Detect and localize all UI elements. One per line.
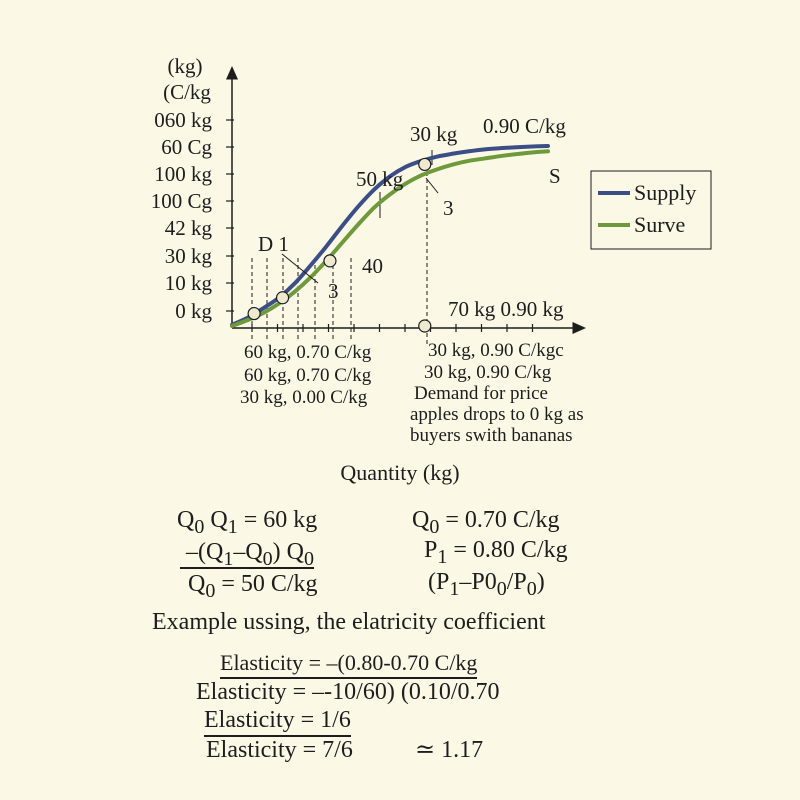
legend: Supply Surve xyxy=(590,170,712,250)
elasticity-line-1: Elasticity = –(0.80-0.70 C/kg xyxy=(220,650,478,679)
legend-label-supply: Supply xyxy=(634,180,696,205)
data-point xyxy=(323,254,337,268)
note-left-2: 60 kg, 0.70 C/kg xyxy=(244,365,372,386)
label-3-leader-line xyxy=(425,177,439,194)
label-S: S xyxy=(549,164,561,188)
label-3-lower: 3 xyxy=(328,279,339,303)
chart-figure: (kg) (C/kg 060 kg 60 Cg 100 kg 100 Cg 42 kg 3… xyxy=(151,54,712,446)
label-40: 40 xyxy=(362,254,383,278)
data-point xyxy=(418,319,432,333)
D1-leader-line xyxy=(281,253,319,284)
note-right-1: 30 kg, 0.90 C/kgc xyxy=(428,340,564,361)
elasticity-line-4: Elasticity = 7/6 xyxy=(206,737,353,763)
data-point xyxy=(247,306,261,321)
elasticity-line-2: Elasticity = –-10/60) (0.10/0.70 xyxy=(196,679,500,705)
note-left-3: 30 kg, 0.00 C/kg xyxy=(240,387,368,408)
data-point xyxy=(418,157,432,172)
y-tick-label: 42 kg xyxy=(165,216,213,240)
label-50kg: 50 kg xyxy=(356,167,404,191)
y-tick-label: 10 kg xyxy=(165,271,213,295)
note-right-4: apples drops to 0 kg as xyxy=(410,404,584,425)
data-point xyxy=(275,291,290,305)
y-tick-label: 60 Cg xyxy=(161,135,212,159)
note-right-3: Demand for price xyxy=(414,383,548,404)
y-tick-label: 100 Cg xyxy=(151,189,213,213)
y-tick-label: 0 kg xyxy=(175,299,212,323)
y-axis-title-line1: (kg) xyxy=(168,54,203,78)
formula-right-1: Q0 = 0.70 C/kg xyxy=(412,507,560,538)
y-tick-label: 30 kg xyxy=(165,244,213,268)
elasticity-approx: ≃ 1.17 xyxy=(415,737,484,763)
formula-right-2: P1 = 0.80 C/kg xyxy=(424,537,568,568)
formula-left-3: Q0 = 50 C/kg xyxy=(188,571,318,602)
label-090-top: 0.90 C/kg xyxy=(483,114,566,138)
formula-heading: Example ussing, the elatricity coefficie… xyxy=(152,609,546,635)
label-3-upper: 3 xyxy=(443,196,454,220)
formula-left-1: Q0 Q1 = 60 kg xyxy=(177,507,318,538)
label-30kg-top: 30 kg xyxy=(410,122,458,146)
elasticity-line-3: Elasticity = 1/6 xyxy=(204,707,351,737)
note-right-5: buyers swith bananas xyxy=(410,425,573,446)
legend-label-surve: Surve xyxy=(634,212,685,237)
y-axis-title-line2: (C/kg xyxy=(163,80,211,104)
note-left-1: 60 kg, 0.70 C/kg xyxy=(244,342,372,363)
label-D1: D 1 xyxy=(258,232,289,256)
formula-left-2: –(Q1–Q0) Q0 xyxy=(180,539,314,570)
note-right-2: 30 kg, 0.90 C/kg xyxy=(424,362,552,383)
y-tick-label: 100 kg xyxy=(154,162,212,186)
x-axis-label: Quantity (kg) xyxy=(340,460,460,485)
formula-right-3: (P1–P00/P0) xyxy=(428,569,545,600)
x-axis-right-annotation: 70 kg 0.90 kg xyxy=(448,297,564,321)
y-tick-label: 060 kg xyxy=(154,108,212,132)
